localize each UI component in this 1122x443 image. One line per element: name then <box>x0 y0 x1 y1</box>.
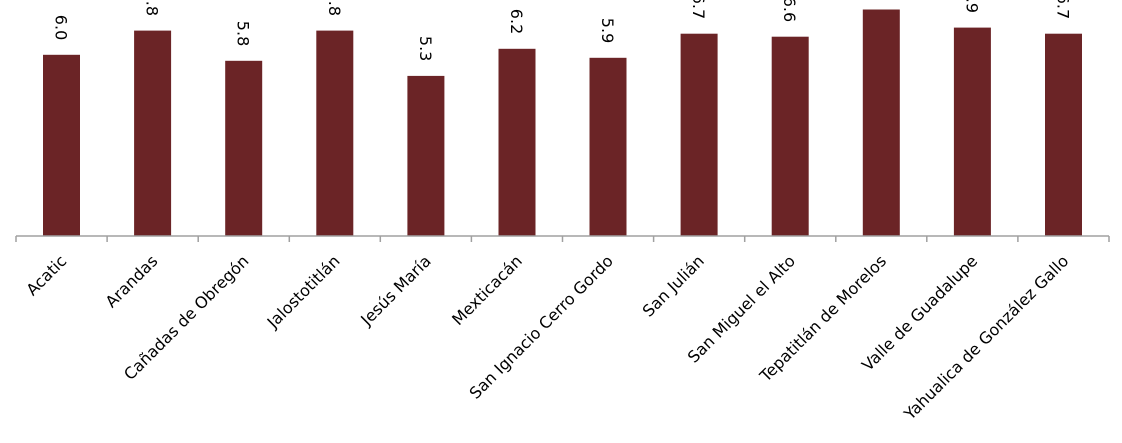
bars-layer <box>43 9 1082 237</box>
bar-1 <box>134 30 172 236</box>
category-label-11: Yahualica de González Gallo <box>900 251 1073 424</box>
category-label-1: Arandas <box>101 251 161 311</box>
value-label-2: 5.8 <box>234 21 253 46</box>
value-label-1: 6.8 <box>143 0 162 16</box>
category-label-6: San Ignacio Cerro Gordo <box>466 251 617 402</box>
category-label-7: San Julián <box>639 251 708 320</box>
category-label-3: Jalostotitlán <box>263 251 344 332</box>
value-label-8: 6.6 <box>780 0 799 22</box>
value-label-6: 5.9 <box>598 18 617 43</box>
bar-3 <box>316 30 354 236</box>
bar-0 <box>43 54 80 236</box>
value-labels: 6.06.85.86.85.36.25.96.76.67.56.96.7 <box>52 0 1073 61</box>
category-label-4: Jesús María <box>356 251 434 329</box>
bar-8 <box>771 36 809 237</box>
value-label-10: 6.9 <box>962 0 981 13</box>
category-label-0: Acatic <box>22 251 70 299</box>
bar-6 <box>589 57 627 236</box>
value-label-7: 6.7 <box>689 0 708 19</box>
bar-4 <box>407 75 445 237</box>
value-label-5: 6.2 <box>507 9 526 34</box>
bar-5 <box>498 48 536 236</box>
x-axis <box>15 235 1110 242</box>
bar-11 <box>1045 33 1082 237</box>
value-label-4: 5.3 <box>416 36 435 61</box>
bar-7 <box>680 33 718 237</box>
category-label-5: Mexticacán <box>448 251 526 329</box>
bar-9 <box>862 9 900 236</box>
bar-2 <box>225 60 263 236</box>
bar-10 <box>953 27 991 236</box>
value-label-3: 6.8 <box>325 0 344 16</box>
value-label-11: 6.7 <box>1054 0 1073 19</box>
value-label-0: 6.0 <box>52 15 71 40</box>
